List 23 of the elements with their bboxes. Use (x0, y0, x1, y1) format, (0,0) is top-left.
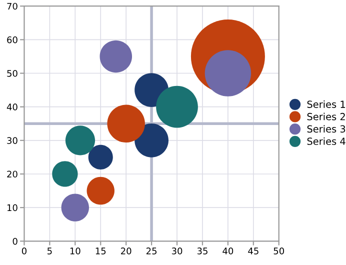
legend-label: Series 1 (307, 100, 345, 108)
legend-label: Series 3 (307, 125, 346, 133)
y-tick-label: 20 (7, 170, 18, 178)
y-tick-label: 60 (7, 36, 18, 44)
x-tick-label: 20 (121, 248, 132, 254)
y-tick-label: 30 (7, 137, 18, 144)
y-tick-label: 40 (6, 104, 18, 110)
x-tick-label: 30 (172, 248, 182, 254)
x-tick-label: 25 (146, 248, 157, 254)
x-tick-label: 5 (48, 248, 52, 254)
x-tick-label: 10 (70, 248, 80, 254)
x-tick-label: 0 (22, 248, 26, 254)
y-tick-label: 0 (12, 238, 18, 245)
x-tick-label: 35 (197, 248, 208, 254)
y-tick-label: 50 (7, 70, 18, 77)
x-tick-label: 40 (222, 248, 234, 254)
x-tick-label: 45 (248, 248, 258, 254)
y-tick-label: 70 (7, 2, 18, 10)
y-tick-label: 10 (7, 204, 18, 212)
x-tick-label: 50 (274, 248, 284, 254)
legend-label: Series 2 (307, 112, 345, 120)
legend-label: Series 4 (307, 137, 346, 145)
x-tick-label: 15 (96, 248, 106, 254)
